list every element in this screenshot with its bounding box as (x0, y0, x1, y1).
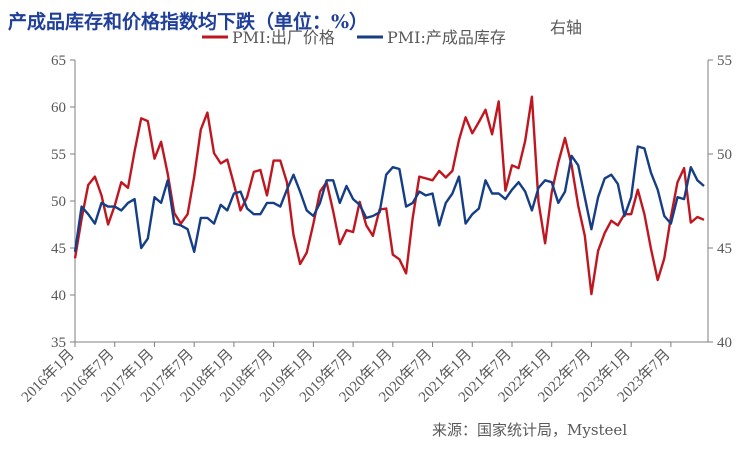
y-right-tick-label: 45 (717, 241, 732, 257)
source-note: 来源：国家统计局，Mysteel (432, 421, 627, 439)
y-left-tick-label: 65 (51, 53, 66, 69)
y-left-tick-label: 45 (51, 241, 66, 257)
legend-label-series2: PMI:产成品库存 (387, 28, 506, 47)
y-left-tick-label: 60 (51, 100, 66, 116)
y-left-tick-label: 40 (51, 288, 66, 304)
legend: PMI:出厂价格 PMI:产成品库存 右轴 (202, 18, 582, 47)
series-layer (73, 95, 705, 296)
y-left-tick-label: 55 (51, 147, 66, 163)
series-line-1 (73, 95, 705, 296)
series-line-2 (73, 145, 705, 254)
y-left-tick-label: 35 (51, 335, 66, 351)
y-left-tick-label: 50 (51, 194, 66, 210)
right-axis-note: 右轴 (550, 18, 582, 37)
legend-label-series1: PMI:出厂价格 (232, 28, 335, 47)
y-right-tick-label: 55 (717, 53, 732, 69)
chart-title: 产成品库存和价格指数均下跌（单位：%） (8, 10, 368, 33)
y-right-tick-label: 40 (717, 335, 732, 351)
y-right-tick-label: 50 (717, 147, 732, 163)
